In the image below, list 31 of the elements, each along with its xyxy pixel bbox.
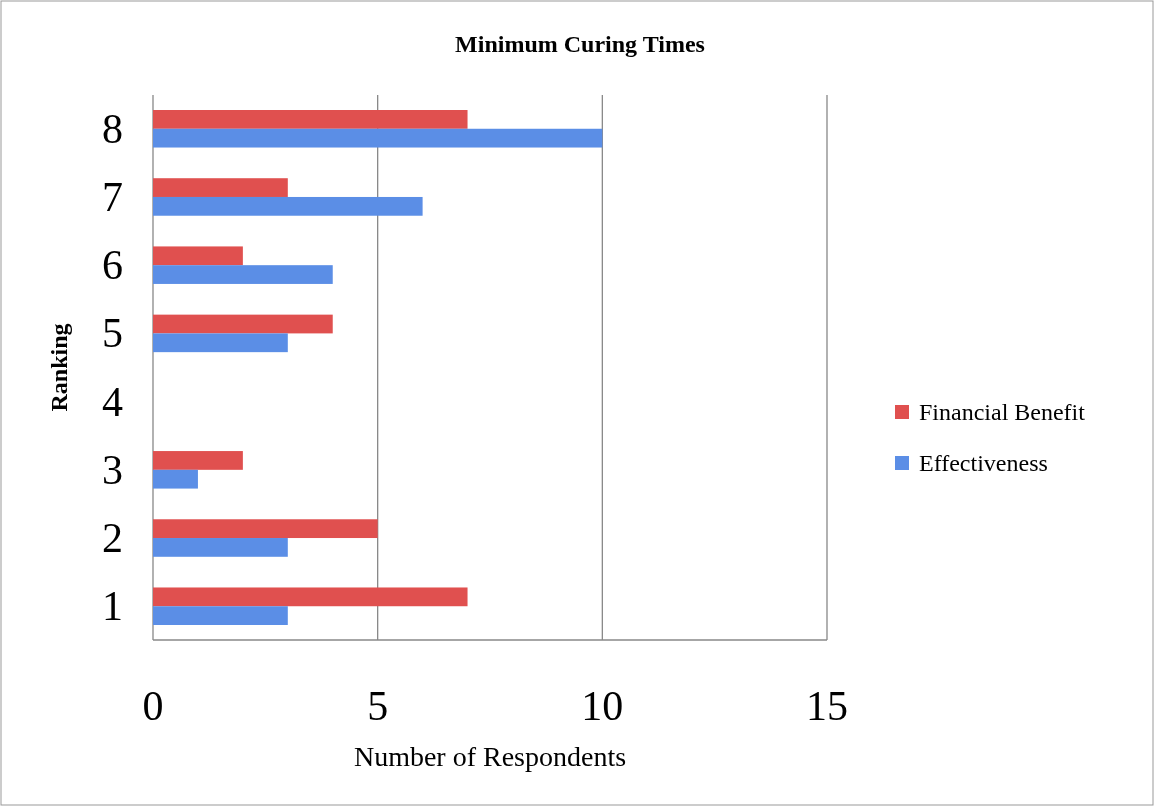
y-tick-label: 4 [102,378,123,425]
x-tick-label: 15 [806,683,848,729]
bar [153,469,198,489]
y-tick-label: 3 [102,446,123,493]
bar [153,265,333,284]
legend-label: Financial Benefit [919,399,1086,425]
x-tick-label: 5 [367,683,389,729]
bar [153,314,333,334]
chart-title: Minimum Curing Times [455,31,705,57]
bar [153,451,243,470]
bar [153,333,288,353]
bar [153,178,288,197]
bar [153,246,243,266]
bar [153,110,468,129]
y-tick-label: 1 [102,583,123,630]
bar [153,128,603,148]
x-tick-label: 10 [581,683,624,729]
y-tick-label: 7 [102,173,123,220]
y-tick-label: 5 [102,310,123,357]
x-tick-label: 0 [142,683,164,729]
y-tick-label: 8 [102,105,123,152]
bar [153,587,468,607]
y-axis-title: Ranking [46,323,72,412]
bar [153,519,378,539]
legend-label: Effectiveness [919,450,1048,476]
bar [153,196,423,216]
y-tick-label: 2 [102,515,123,562]
y-tick-label: 6 [102,242,123,289]
bar [153,606,288,625]
x-axis-title: Number of Respondents [353,741,627,772]
bar [153,538,288,557]
